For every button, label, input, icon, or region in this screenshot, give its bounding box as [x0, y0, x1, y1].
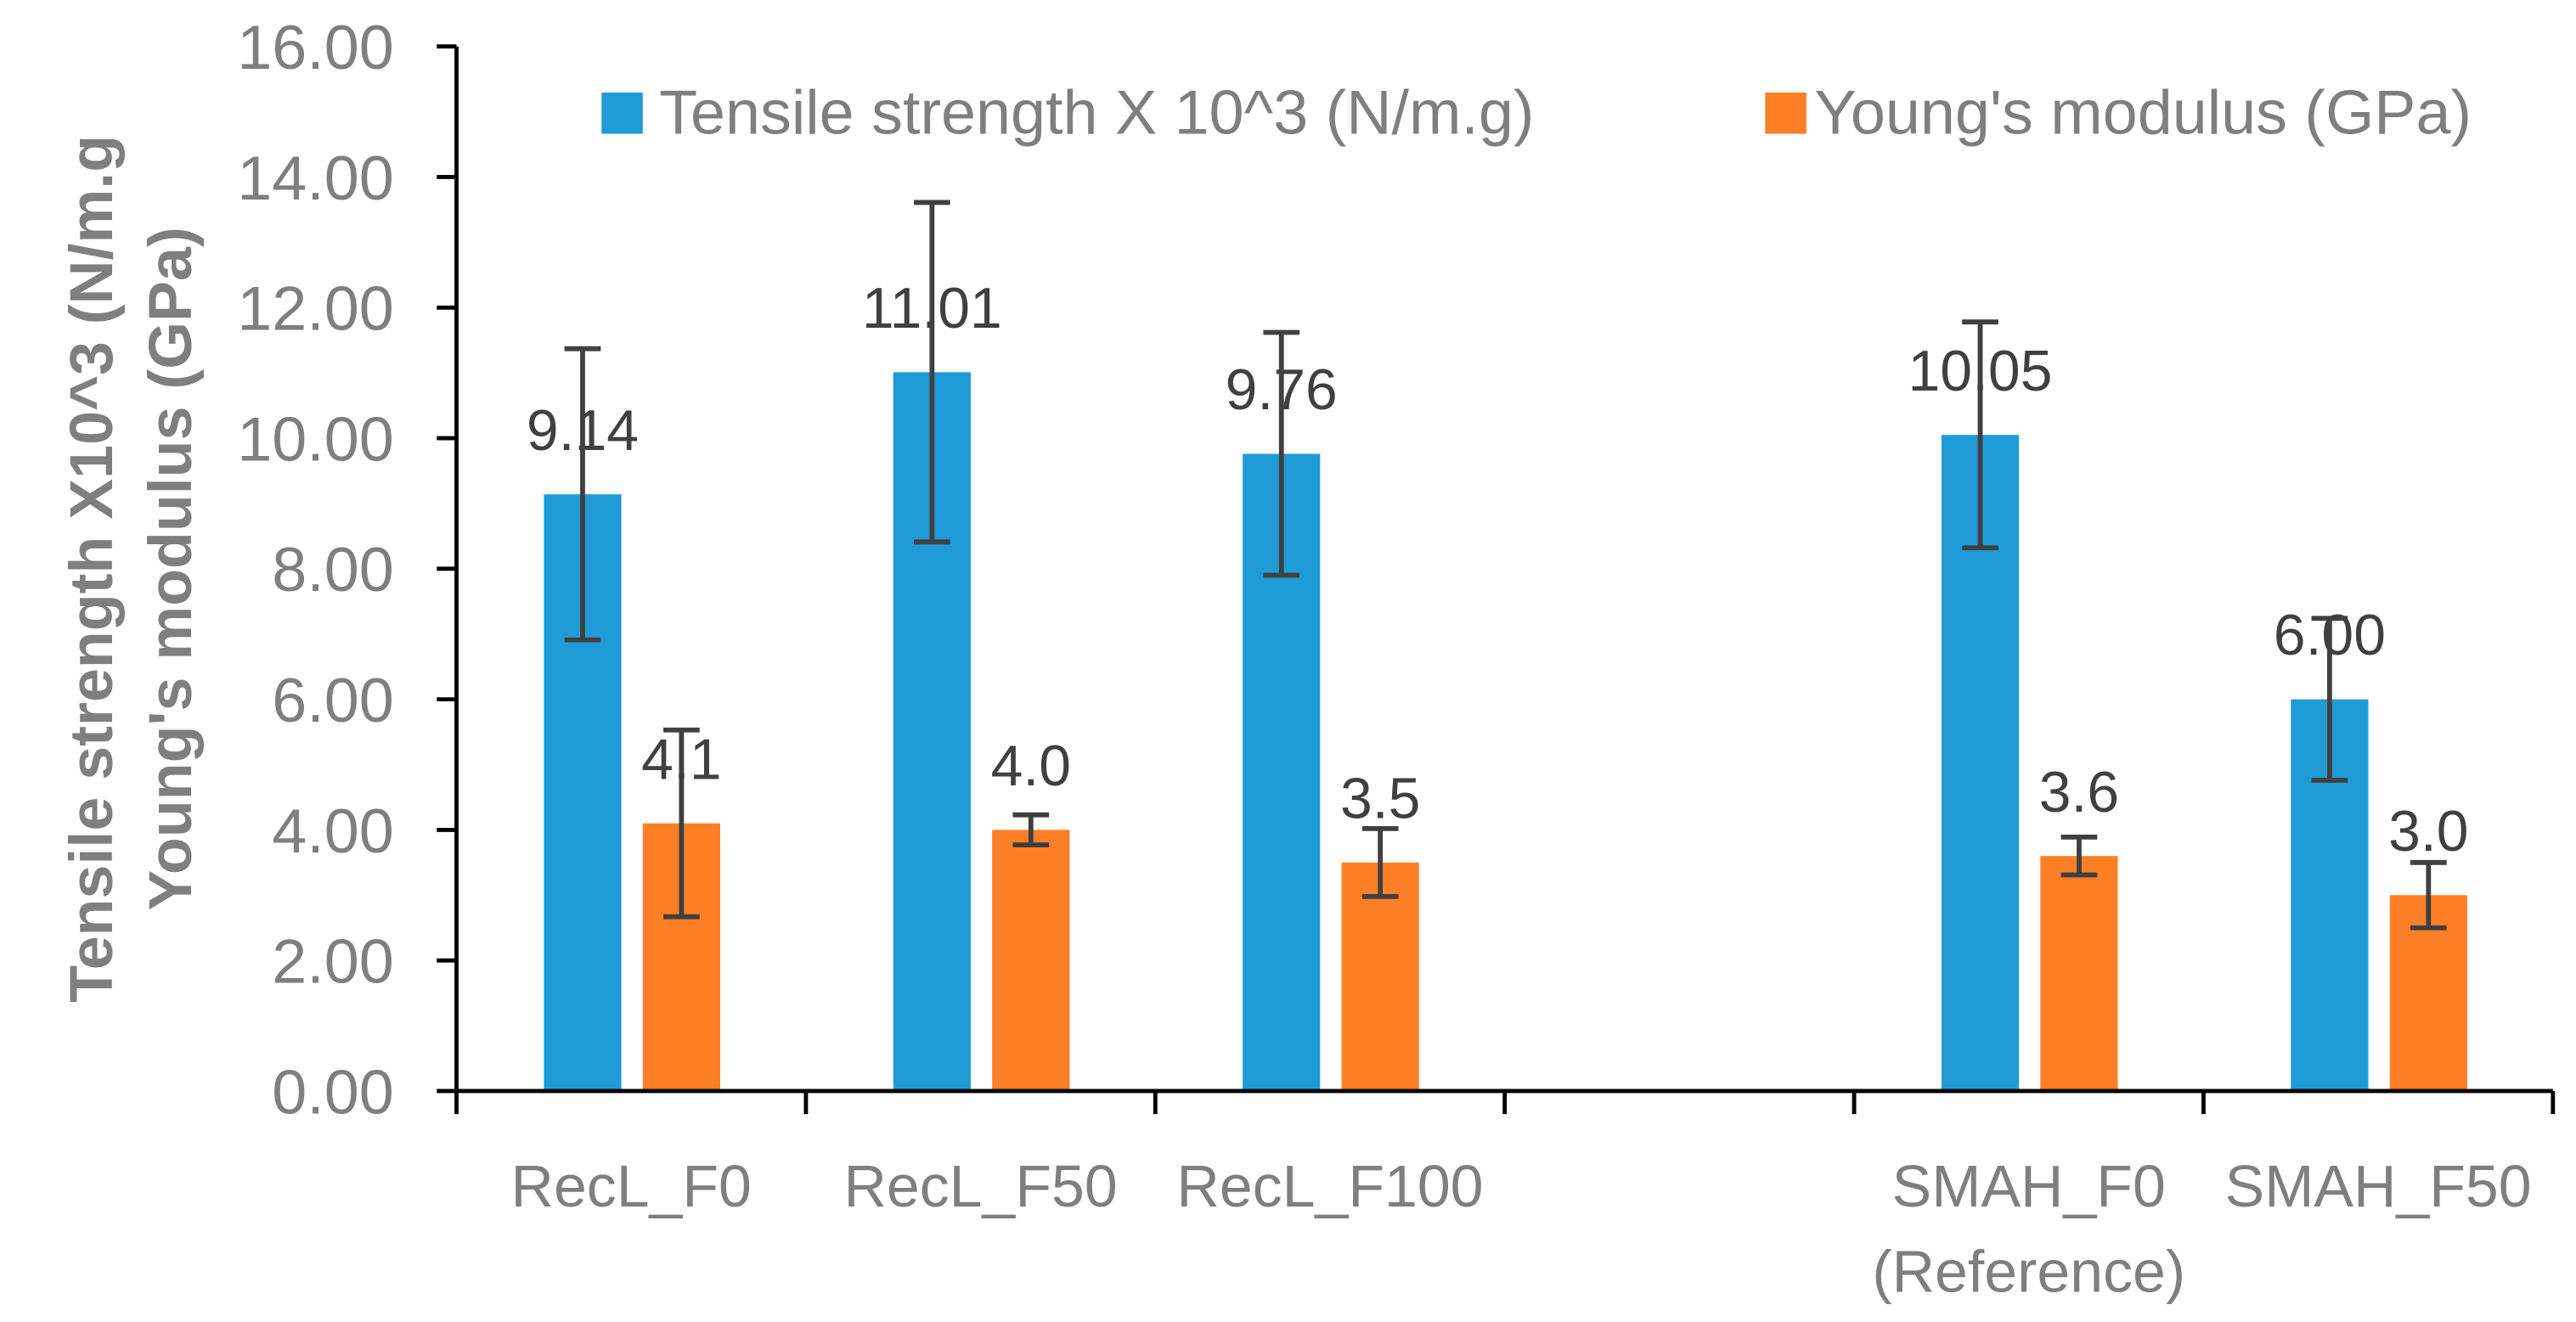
axes [454, 46, 2553, 1094]
x-tick-label-smah-f0: SMAH_F0 [1892, 1153, 2166, 1219]
data-label-youngs-modulus-recl-f100: 3.5 [1340, 767, 1420, 830]
error-bar-tensile-strength-recl-f50 [914, 200, 950, 545]
bar-youngs-modulus-recl-f100 [1341, 862, 1419, 1091]
error-bar-youngs-modulus-recl-f100 [1361, 825, 1399, 899]
error-bar-tensile-strength-smah-f50 [2311, 616, 2348, 783]
x-tick-label-smah-f50: SMAH_F50 [2225, 1153, 2532, 1219]
y-tick-label-12: 12.00 [237, 273, 393, 344]
data-label-youngs-modulus-recl-f50: 4.0 [991, 734, 1071, 798]
legend-label-youngs-modulus: Young's modulus (GPa) [1814, 77, 2472, 148]
x-tick-sublabel-smah-f0: (Reference) [1872, 1239, 2185, 1305]
legend-swatch-tensile-strength [601, 93, 643, 134]
y-tick-label-8: 8.00 [272, 534, 393, 605]
y-tick-label-16: 16.00 [237, 12, 393, 82]
y-tick-label-10: 10.00 [237, 403, 393, 474]
error-bars [564, 200, 2447, 931]
y-axis-title-line-1: Tensile strength X10^3 (N/m.g [58, 135, 126, 1003]
x-axis-ticks: RecL_F0 RecL_F50 RecL_F100 SMAH_F0 (Referenc… [454, 1090, 2556, 1305]
y-tick-label-0: 0.00 [272, 1056, 393, 1127]
x-tick-label-recl-f100: RecL_F100 [1176, 1153, 1483, 1219]
y-axis-title-line-2: Young's modulus (GPa) [137, 227, 205, 910]
y-axis-title: Tensile strength X10^3 (N/m.g Young's mo… [58, 135, 205, 1003]
bar-youngs-modulus-recl-f50 [992, 830, 1070, 1091]
error-bar-youngs-modulus-smah-f0 [2060, 834, 2098, 878]
error-bar-tensile-strength-recl-f100 [1263, 329, 1300, 578]
bar-youngs-modulus-smah-f0 [2040, 856, 2118, 1091]
legend-label-tensile-strength: Tensile strength X 10^3 (N/m.g) [659, 77, 1534, 148]
x-tick-label-recl-f0: RecL_F0 [511, 1153, 752, 1219]
y-tick-label-2: 2.00 [272, 926, 393, 997]
error-bar-youngs-modulus-recl-f0 [663, 727, 700, 920]
y-tick-label-6: 6.00 [272, 665, 393, 735]
error-bar-youngs-modulus-smah-f50 [2410, 859, 2447, 931]
legend-entry-youngs-modulus: Young's modulus (GPa) [1765, 77, 2472, 148]
error-bar-youngs-modulus-recl-f50 [1012, 812, 1050, 847]
y-tick-label-4: 4.00 [272, 796, 393, 866]
x-tick-label-recl-f50: RecL_F50 [843, 1153, 1117, 1219]
data-label-youngs-modulus-smah-f0: 3.6 [2039, 761, 2119, 824]
y-tick-label-14: 14.00 [237, 143, 393, 213]
legend: Tensile strength X 10^3 (N/m.g) Young's … [601, 77, 2472, 148]
data-label-youngs-modulus-smah-f50: 3.0 [2388, 800, 2468, 864]
bars [544, 372, 2467, 1091]
error-bar-tensile-strength-smah-f0 [1962, 319, 1998, 551]
legend-swatch-youngs-modulus [1765, 93, 1807, 134]
y-axis-ticks: 0.00 2.00 4.00 6.00 8.00 10.00 12.00 14.00 16.00 [237, 12, 457, 1127]
legend-entry-tensile-strength: Tensile strength X 10^3 (N/m.g) [601, 77, 1534, 148]
error-bar-tensile-strength-recl-f0 [564, 346, 601, 643]
